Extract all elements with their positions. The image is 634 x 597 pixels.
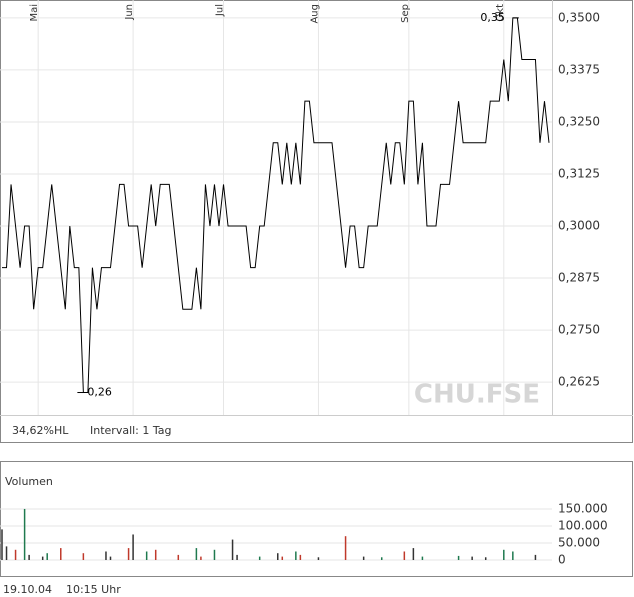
mark-layer: 0,35 0,26 [1, 11, 550, 560]
volume-bar [154, 549, 157, 560]
y-tick-label: 0,2750 [558, 323, 600, 337]
x-tick-label: Jun [124, 4, 135, 21]
volume-bar [281, 556, 284, 560]
volume-bar [231, 539, 234, 560]
volume-bar [299, 554, 302, 560]
y-tick-label: 0 [558, 553, 566, 567]
volume-bar [195, 548, 198, 560]
volume-bar [344, 536, 347, 560]
y-tick-label: 100.000 [558, 518, 608, 532]
price-line [2, 17, 550, 394]
volume-bar [503, 549, 505, 560]
interval-label: Intervall: 1 Tag [90, 424, 172, 437]
volume-bar [258, 556, 261, 560]
volume-bar [512, 551, 514, 560]
volume-bar [236, 554, 238, 560]
volume-bar [177, 554, 180, 560]
volume-panel [0, 461, 633, 577]
volume-bar [471, 556, 473, 560]
volume-bar [14, 549, 17, 560]
volume-bar [484, 557, 487, 560]
watermark: CHU.FSE [414, 380, 540, 410]
y-tick-label: 50.000 [558, 535, 600, 549]
volume-bar [41, 556, 44, 560]
annotation-label: 0,26 [87, 386, 112, 399]
volume-bar [109, 556, 112, 560]
volume-bar [132, 534, 134, 560]
y-tick-label: 0,2875 [558, 271, 600, 285]
x-tick-label: Mai [29, 4, 40, 22]
price-panel [0, 0, 633, 443]
volume-bar [23, 508, 26, 560]
annotation-label: 0,35 [480, 11, 505, 24]
y-tick-label: 0,3375 [558, 62, 600, 76]
volume-bar [534, 554, 537, 560]
volume-bar [5, 546, 8, 560]
volume-bar [403, 551, 406, 560]
volume-bar [317, 557, 320, 560]
grid-layer: 0,2625 0,2750 0,2875 0,3000 0,3125 0,3250 0,33… [0, 0, 608, 567]
volume-bar [421, 556, 424, 560]
y-tick-label: 0,3000 [558, 219, 600, 233]
volume-bar [200, 556, 202, 560]
volume-bar [1, 529, 3, 560]
volume-bar [145, 551, 148, 560]
y-tick-label: 0,3125 [558, 166, 600, 180]
x-tick-label: Okt [495, 4, 506, 22]
volume-bar [213, 549, 216, 560]
volume-title: Volumen [5, 475, 53, 488]
volume-bar [457, 555, 460, 560]
volume-bar [295, 551, 297, 560]
volume-bar [60, 548, 62, 560]
range-label: 34,62%HL [12, 424, 69, 437]
volume-bar [362, 556, 365, 560]
y-tick-label: 150.000 [558, 501, 608, 515]
volume-bar [82, 553, 85, 560]
timestamp: 19.10.04 10:15 Uhr [3, 583, 121, 596]
volume-bar [380, 557, 383, 560]
x-tick-label: Aug [309, 4, 320, 24]
x-tick-label: Jul [215, 4, 226, 17]
volume-bar [46, 553, 48, 560]
volume-bar [127, 548, 130, 560]
y-tick-label: 0,2625 [558, 375, 600, 389]
y-tick-label: 0,3500 [558, 10, 600, 24]
volume-bar [412, 548, 415, 560]
volume-bar [105, 551, 107, 560]
y-tick-label: 0,3250 [558, 114, 600, 128]
volume-bar [277, 553, 279, 560]
volume-bar [28, 554, 30, 560]
x-tick-label: Sep [400, 4, 411, 23]
